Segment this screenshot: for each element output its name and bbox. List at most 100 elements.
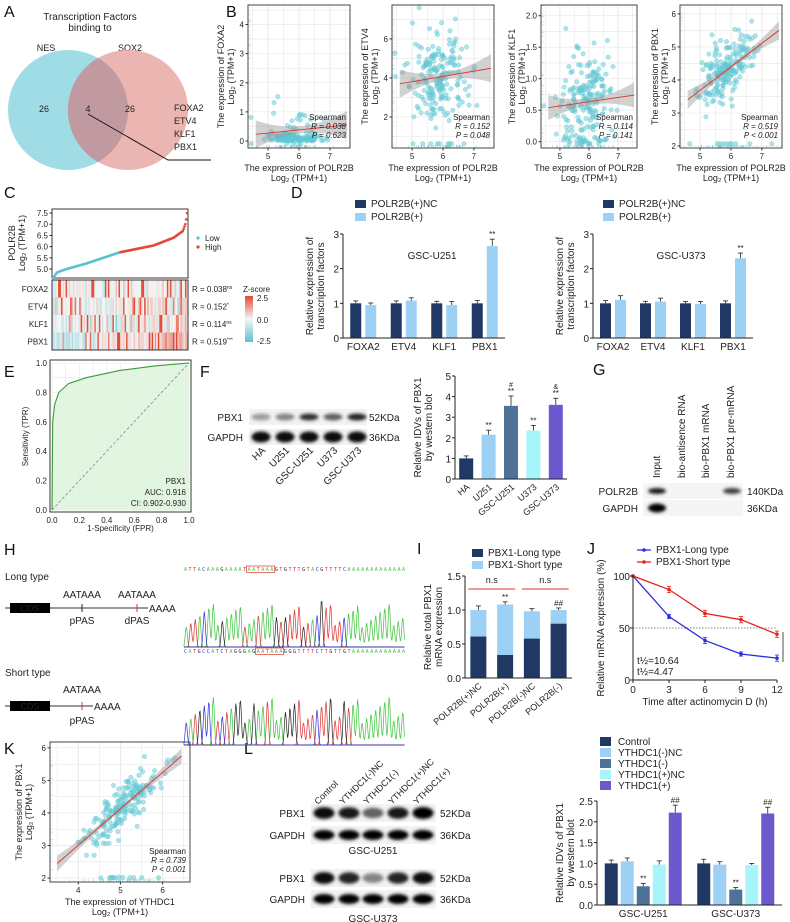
data-point bbox=[709, 99, 715, 105]
heatmap-cell bbox=[106, 280, 109, 298]
heatmap-cell bbox=[166, 315, 169, 333]
bar bbox=[504, 405, 518, 479]
heatmap-cell bbox=[142, 315, 145, 333]
data-point bbox=[459, 46, 465, 52]
data-point bbox=[439, 106, 445, 112]
polya-signal-highlight bbox=[255, 647, 285, 655]
y-axis-label: POLR2B bbox=[7, 225, 17, 261]
base: A bbox=[261, 567, 264, 573]
y-tick-label: 0 bbox=[333, 334, 339, 345]
data-point bbox=[583, 116, 589, 122]
data-point bbox=[714, 88, 720, 94]
heatmap-cell bbox=[156, 315, 159, 333]
data-point bbox=[598, 93, 604, 99]
data-point bbox=[599, 76, 605, 82]
legend-label: POLR2B(+)NC bbox=[371, 199, 437, 210]
heatmap-cell bbox=[121, 315, 124, 333]
data-point bbox=[564, 124, 570, 130]
data-point bbox=[139, 875, 145, 881]
heatmap-cell bbox=[130, 315, 133, 333]
data-point bbox=[717, 52, 723, 58]
y-tick-label: 1 bbox=[333, 299, 339, 310]
protein-band bbox=[723, 488, 741, 494]
data-point bbox=[457, 55, 463, 61]
x-axis-label: The expression of YTHDC1 bbox=[65, 897, 175, 907]
base: A bbox=[361, 649, 364, 655]
data-point bbox=[455, 78, 461, 84]
significance-mark: ns bbox=[227, 285, 233, 291]
heatmap-cell bbox=[177, 297, 180, 315]
data-point bbox=[721, 80, 727, 86]
heatmap-cell bbox=[53, 297, 56, 315]
heatmap-cell bbox=[97, 280, 100, 298]
data-point bbox=[296, 112, 302, 118]
chromatogram-trace-g bbox=[184, 600, 405, 648]
data-point bbox=[614, 107, 620, 113]
base: A bbox=[379, 649, 382, 655]
molecular-weight-label: 36KDa bbox=[440, 831, 471, 842]
data-point bbox=[707, 65, 713, 71]
heatmap-cell bbox=[145, 315, 148, 333]
x-tick-label: 4 bbox=[76, 886, 81, 895]
heatmap-cell bbox=[165, 332, 168, 350]
cell-line-label: GSC-U251 bbox=[349, 846, 398, 857]
data-point bbox=[714, 141, 720, 147]
data-point bbox=[423, 101, 429, 107]
heatmap-cell bbox=[181, 280, 184, 298]
y-tick-label: 5 bbox=[672, 43, 677, 52]
heatmap-cell bbox=[58, 280, 60, 298]
heatmap-cell bbox=[144, 315, 146, 333]
legend-label: PBX1-Long type bbox=[656, 545, 729, 556]
x-tick-label: 6 bbox=[587, 152, 592, 161]
data-point bbox=[131, 811, 137, 817]
heatmap-cell bbox=[147, 280, 150, 298]
heatmap-cell bbox=[110, 297, 113, 315]
y-tick-label: 6.0 bbox=[37, 243, 49, 252]
base: A bbox=[270, 649, 273, 655]
heatmap-cell bbox=[92, 297, 95, 315]
heatmap-cell bbox=[133, 315, 136, 333]
heatmap-cell bbox=[151, 297, 154, 315]
rna-pulldown-blot-g: Input bio-antisence RNA bio-PBX1 mRNA bio-P… bbox=[599, 385, 784, 516]
heatmap-cell bbox=[177, 315, 180, 333]
y-tick-label: 0.0 bbox=[36, 506, 48, 515]
data-point bbox=[271, 100, 277, 106]
colorbar-tick-label: 0.0 bbox=[257, 316, 269, 325]
data-point bbox=[304, 134, 310, 140]
blot-row-label: PBX1 bbox=[279, 874, 305, 885]
y-tick-label: 2.5 bbox=[579, 797, 593, 808]
data-point bbox=[320, 137, 326, 143]
heatmap-cell bbox=[80, 332, 83, 350]
data-point bbox=[116, 803, 122, 809]
data-point bbox=[113, 822, 119, 828]
heatmap-cell bbox=[67, 297, 69, 315]
heatmap-cell bbox=[76, 297, 78, 315]
data-point bbox=[439, 63, 445, 69]
venn-gene: FOXA2 bbox=[174, 103, 204, 113]
significance-mark: ## bbox=[671, 796, 680, 805]
data-point bbox=[590, 101, 596, 107]
protein-band bbox=[275, 413, 295, 421]
base: A bbox=[402, 567, 405, 573]
data-point bbox=[703, 114, 709, 120]
base: T bbox=[193, 567, 196, 573]
venn-title-line2: binding to bbox=[68, 23, 112, 34]
heatmap-cell bbox=[139, 280, 142, 298]
heatmap-cell bbox=[64, 280, 66, 298]
data-point bbox=[110, 875, 116, 881]
base: A bbox=[375, 649, 378, 655]
legend-swatch bbox=[472, 561, 483, 569]
heatmap-cell bbox=[86, 297, 89, 315]
heatmap-cell bbox=[79, 332, 82, 350]
y-tick-label: 1 bbox=[583, 299, 589, 310]
heatmap-cell bbox=[174, 332, 177, 350]
data-point bbox=[729, 103, 735, 109]
heatmap-cell bbox=[103, 332, 106, 350]
venn-set-label-nes: NES bbox=[37, 43, 56, 53]
heatmap-cell bbox=[70, 315, 72, 333]
heatmap-cell bbox=[106, 297, 109, 315]
data-point bbox=[723, 39, 729, 45]
y-tick-label: 2.0 bbox=[579, 818, 593, 829]
